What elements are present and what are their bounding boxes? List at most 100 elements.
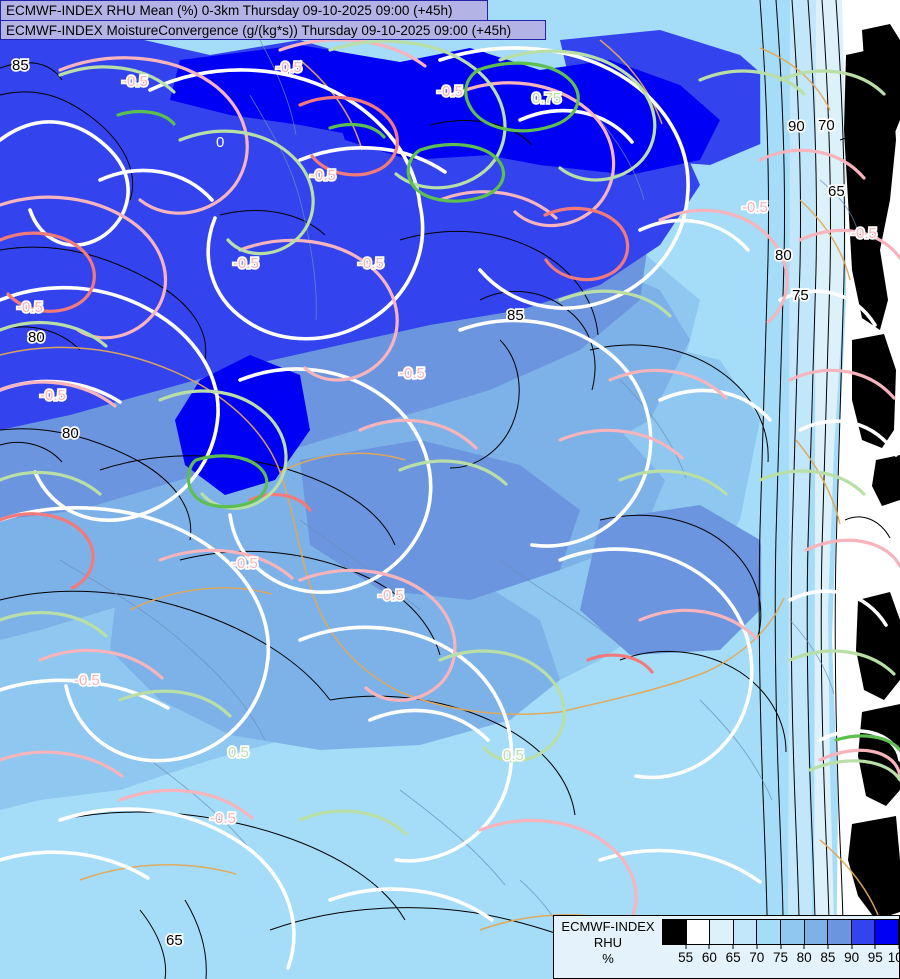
contour-label-halo: -0.5 (17, 299, 43, 316)
contour-label-halo: -0.5 (233, 255, 259, 272)
legend-tickmark-55 (685, 944, 687, 949)
contour-label-halo: 75 (792, 287, 809, 304)
contour-label: 0.75 (532, 90, 561, 107)
contour-label: -0.5 (310, 167, 336, 184)
contour-label: 90 (788, 118, 805, 135)
contour-label: 0.5 (228, 744, 249, 761)
contour-label-halo: -0.5 (210, 810, 236, 827)
legend-parameter-label: RHU (593, 935, 623, 950)
contour-label-halo: -0.5 (122, 73, 148, 90)
contour-label-halo: 80 (28, 329, 45, 346)
contour-label-halo: -0.5 (40, 387, 66, 404)
contour-label-halo: 0.75 (532, 90, 561, 107)
contour-label: -0.5 (210, 810, 236, 827)
legend-label-group: ECMWF-INDEX RHU % (554, 916, 662, 967)
legend-swatch-6 (804, 920, 829, 944)
legend-ticklabel-80: 80 (796, 950, 812, 965)
legend-swatch-0 (663, 920, 687, 944)
legend-ticklabel-65: 65 (725, 950, 741, 965)
legend-swatch-7 (828, 920, 852, 944)
legend-tickmark-65 (732, 944, 734, 949)
contour-label-halo: -0.5 (310, 167, 336, 184)
legend-tickmark-95 (874, 944, 876, 949)
contour-label-halo: 65 (166, 932, 183, 949)
contour-label: -0.5 (40, 387, 66, 404)
legend-swatch-2 (710, 920, 734, 944)
contour-label-halo: -0.5 (74, 672, 100, 689)
contour-label: 80 (775, 247, 792, 264)
contour-label-halo: -0.5 (358, 255, 384, 272)
legend-ticklabel-55: 55 (678, 950, 694, 965)
contour-label: -0.5 (232, 555, 258, 572)
legend-model-label: ECMWF-INDEX (561, 919, 655, 934)
legend-tickmark-80 (803, 944, 805, 949)
legend-swatch-3 (733, 920, 758, 944)
legend-ticklabel-85: 85 (820, 950, 836, 965)
contour-label: -0.5 (233, 255, 259, 272)
contour-label-halo: -0.5 (399, 365, 425, 382)
contour-label-halo: 90 (788, 118, 805, 135)
legend-color-scale: 55 60 65 70 75 80 85 90 95 100 (662, 919, 900, 973)
legend-swatches (662, 919, 899, 945)
legend-swatch-5 (780, 920, 805, 944)
contour-label-halo: -0.5 (378, 587, 404, 604)
contour-label: -0.5 (122, 73, 148, 90)
legend-tickmark-70 (756, 944, 758, 949)
legend-ticklabel-75: 75 (772, 950, 789, 965)
contour-label-halo: -0.5 (232, 555, 258, 572)
contour-label-halo: -0.5 (437, 83, 463, 100)
contour-label-halo: 85 (12, 57, 29, 74)
title-line-moisture-convergence: ECMWF-INDEX MoistureConvergence (g/(kg*s… (0, 20, 546, 40)
contour-label-halo: 85 (507, 307, 524, 324)
contour-label: 75 (792, 287, 809, 304)
legend-ticklabel-90: 90 (844, 950, 860, 965)
contour-label: -0.5 (399, 365, 425, 382)
legend-swatch-1 (686, 920, 711, 944)
legend-tickmark-90 (851, 944, 853, 949)
contour-label-halo: -0.5 (742, 199, 768, 216)
contour-label: 0.5 (503, 747, 524, 764)
legend-ticklabel-60: 60 (701, 950, 717, 965)
contour-label: -0.5 (437, 83, 463, 100)
contour-label: -0.5 (742, 199, 768, 216)
contour-label: 85 (12, 57, 29, 74)
contour-label: -0.5 (851, 225, 877, 242)
contour-label: 85 (507, 307, 524, 324)
legend-tickmark-85 (827, 944, 829, 949)
contour-label-halo: -0.5 (276, 59, 302, 76)
contour-label: 65 (828, 183, 845, 200)
title-block: ECMWF-INDEX RHU Mean (%) 0-3km Thursday … (0, 0, 546, 40)
contour-label-halo: 0.5 (503, 747, 524, 764)
contour-label-halo: 80 (62, 425, 79, 442)
contour-label: 80 (62, 425, 79, 442)
legend-unit-label: % (602, 951, 614, 966)
contour-label: -0.5 (17, 299, 43, 316)
contour-label-halo: 65 (828, 183, 845, 200)
contour-label-halo: -0.5 (851, 225, 877, 242)
legend-tickmark-100 (898, 944, 900, 949)
legend-ticklabel-70: 70 (749, 950, 765, 965)
legend-swatch-9 (875, 920, 898, 944)
legend-swatch-4 (757, 920, 781, 944)
legend-ticks: 55 60 65 70 75 80 85 90 95 100 (662, 944, 900, 973)
title-line-rhu: ECMWF-INDEX RHU Mean (%) 0-3km Thursday … (0, 0, 488, 20)
contour-label: -0.5 (276, 59, 302, 76)
contour-label: 80 (28, 329, 45, 346)
contour-label: 0 (216, 134, 224, 151)
legend-ticklabel-95: 95 (867, 950, 883, 965)
legend-tickmark-60 (708, 944, 710, 949)
legend-tickmark-75 (780, 944, 781, 949)
legend-swatch-8 (851, 920, 876, 944)
contour-label-halo: 80 (775, 247, 792, 264)
contour-label: -0.5 (358, 255, 384, 272)
contour-label-halo: 70 (818, 117, 835, 134)
contour-label-halo: 0.5 (228, 744, 249, 761)
contour-label: -0.5 (378, 587, 404, 604)
contour-label: 70 (818, 117, 835, 134)
legend-panel: ECMWF-INDEX RHU % 55 60 65 70 75 80 85 90 95 100 (553, 915, 900, 979)
legend-ticklabel-100: 100 (887, 950, 900, 965)
contour-label: 65 (166, 932, 183, 949)
